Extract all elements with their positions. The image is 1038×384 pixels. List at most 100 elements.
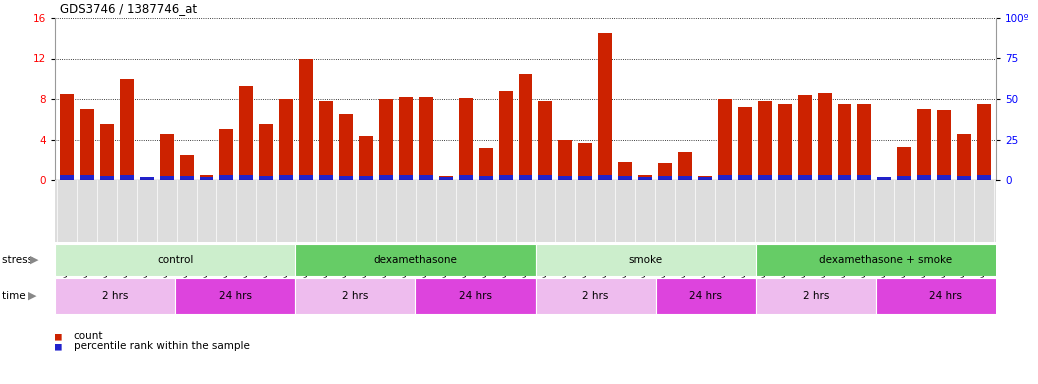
Bar	[678, 152, 692, 180]
Bar	[339, 176, 353, 180]
Bar	[797, 95, 812, 180]
Bar	[857, 104, 871, 180]
Bar	[619, 162, 632, 180]
Bar	[439, 176, 453, 180]
Bar	[536, 278, 656, 314]
Bar	[260, 124, 273, 180]
Bar	[219, 175, 234, 180]
Text: GDS3746 / 1387746_at: GDS3746 / 1387746_at	[60, 2, 197, 15]
Bar	[558, 177, 572, 180]
Bar	[415, 278, 536, 314]
Bar	[758, 175, 771, 180]
Text: 24 hrs: 24 hrs	[929, 291, 962, 301]
Bar	[160, 134, 173, 180]
Bar	[339, 114, 353, 180]
Bar	[60, 175, 74, 180]
Bar	[399, 175, 413, 180]
Bar	[240, 175, 253, 180]
Text: ■: ■	[55, 341, 61, 351]
Bar	[658, 177, 672, 180]
Bar	[180, 155, 193, 180]
Text: smoke: smoke	[629, 255, 662, 265]
Bar	[756, 244, 1016, 276]
Text: dexamethasone: dexamethasone	[374, 255, 458, 265]
Bar	[459, 98, 472, 180]
Bar	[818, 93, 831, 180]
Bar	[240, 86, 253, 180]
Bar	[279, 175, 294, 180]
Bar	[160, 176, 173, 180]
Bar	[140, 178, 154, 180]
Bar	[379, 99, 393, 180]
Bar	[558, 139, 572, 180]
Text: 2 hrs: 2 hrs	[102, 291, 129, 301]
Bar	[638, 177, 652, 180]
Text: 2 hrs: 2 hrs	[343, 291, 368, 301]
Bar	[479, 147, 493, 180]
Bar	[918, 175, 931, 180]
Bar	[379, 175, 393, 180]
Bar	[756, 278, 876, 314]
Text: ▶: ▶	[28, 291, 36, 301]
Bar	[838, 175, 851, 180]
Bar	[100, 177, 114, 180]
Text: percentile rank within the sample: percentile rank within the sample	[74, 341, 249, 351]
Text: ▶: ▶	[30, 255, 38, 265]
Bar	[419, 97, 433, 180]
Bar	[738, 107, 752, 180]
Text: 2 hrs: 2 hrs	[802, 291, 829, 301]
Bar	[718, 99, 732, 180]
Bar	[299, 58, 313, 180]
Bar	[738, 175, 752, 180]
Bar	[175, 278, 295, 314]
Bar	[295, 244, 536, 276]
Bar	[100, 124, 114, 180]
Bar	[80, 175, 93, 180]
Bar	[279, 99, 294, 180]
Text: control: control	[157, 255, 193, 265]
Bar	[797, 175, 812, 180]
Bar	[977, 104, 991, 180]
Bar	[578, 142, 593, 180]
Bar	[439, 177, 453, 180]
Bar	[536, 244, 756, 276]
Bar	[656, 278, 756, 314]
Bar	[199, 177, 214, 180]
Bar	[718, 175, 732, 180]
Bar	[299, 175, 313, 180]
Text: 24 hrs: 24 hrs	[459, 291, 492, 301]
Bar	[598, 175, 612, 180]
Bar	[578, 177, 593, 180]
Bar	[877, 177, 892, 180]
Bar	[180, 176, 193, 180]
Bar	[638, 175, 652, 180]
Bar	[777, 175, 792, 180]
Bar	[519, 175, 532, 180]
Bar	[857, 175, 871, 180]
Bar	[678, 177, 692, 180]
Text: 24 hrs: 24 hrs	[689, 291, 722, 301]
Bar	[295, 278, 415, 314]
Bar	[937, 175, 951, 180]
Bar	[140, 177, 154, 180]
Bar	[419, 175, 433, 180]
Bar	[60, 94, 74, 180]
Bar	[80, 109, 93, 180]
Bar	[260, 176, 273, 180]
Bar	[877, 177, 892, 180]
Bar	[519, 74, 532, 180]
Bar	[897, 177, 911, 180]
Bar	[619, 177, 632, 180]
Text: stress: stress	[2, 255, 36, 265]
Bar	[897, 147, 911, 180]
Bar	[957, 177, 972, 180]
Bar	[219, 129, 234, 180]
Bar	[119, 79, 134, 180]
Bar	[459, 175, 472, 180]
Text: count: count	[74, 331, 103, 341]
Bar	[479, 177, 493, 180]
Bar	[55, 278, 175, 314]
Bar	[937, 110, 951, 180]
Text: ■: ■	[55, 331, 61, 341]
Bar	[55, 244, 295, 276]
